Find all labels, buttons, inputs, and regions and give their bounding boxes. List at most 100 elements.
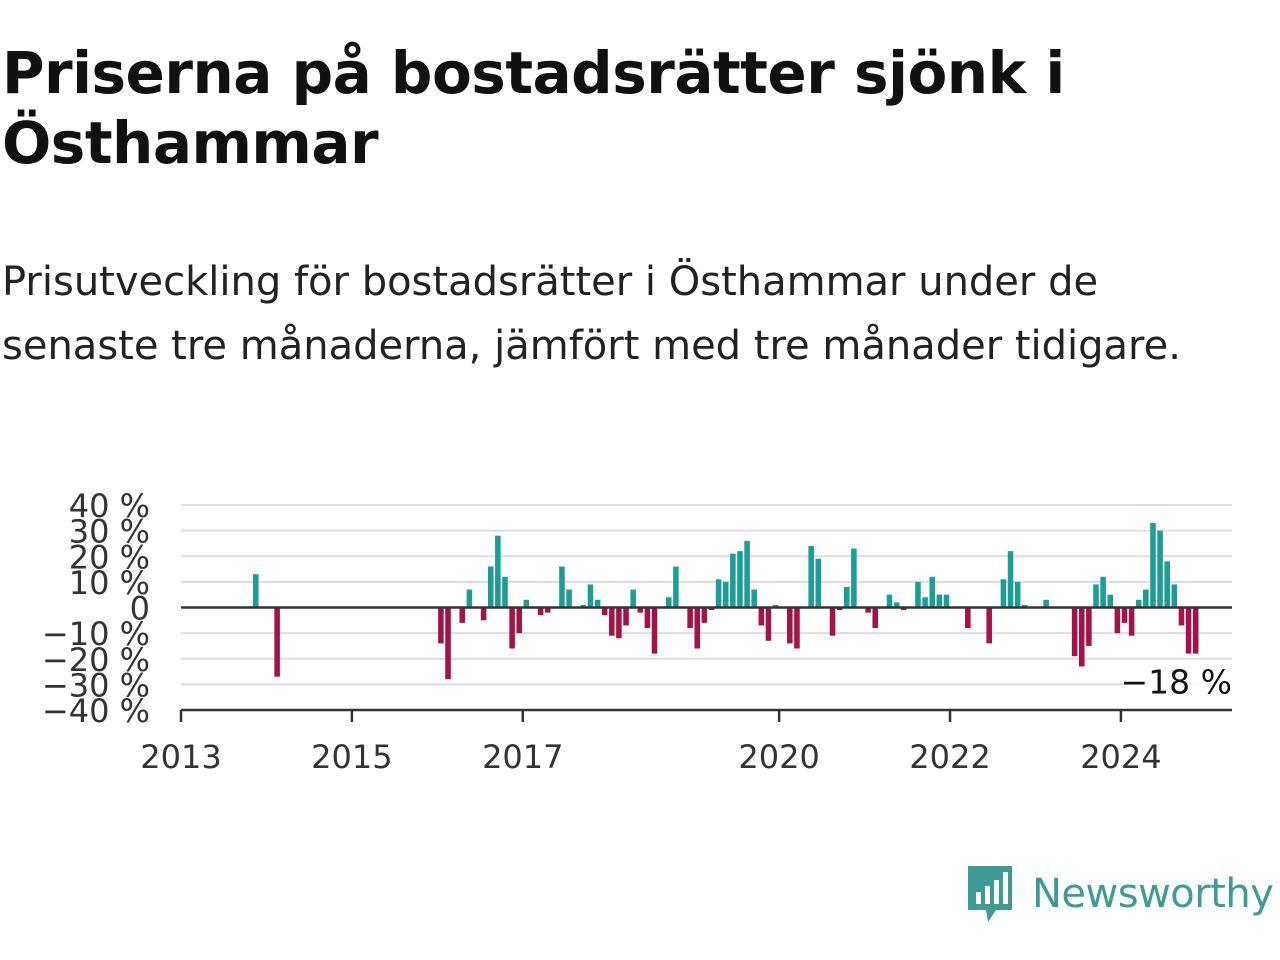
bar xyxy=(609,607,615,636)
bar xyxy=(1000,579,1007,608)
bar xyxy=(808,546,814,608)
bar xyxy=(751,589,757,608)
bar xyxy=(466,589,473,608)
y-tick-label: 0 xyxy=(130,590,150,628)
bar xyxy=(1093,584,1099,608)
bar xyxy=(1135,599,1142,608)
bar xyxy=(1121,607,1128,623)
bar xyxy=(851,548,857,608)
bar xyxy=(1022,604,1028,608)
bar xyxy=(637,607,644,613)
bar xyxy=(580,604,587,608)
x-tick-label: 2020 xyxy=(738,738,819,776)
x-tick-label: 2015 xyxy=(311,738,392,776)
bar xyxy=(544,607,551,613)
y-tick-label: 30 % xyxy=(69,513,150,551)
bar xyxy=(1086,607,1092,646)
bar xyxy=(772,604,779,608)
newsworthy-logo[interactable]: Newsworthy xyxy=(964,862,1274,926)
bar xyxy=(587,584,594,608)
bar xyxy=(1078,607,1085,667)
x-tick-label: 2017 xyxy=(482,738,563,776)
bar xyxy=(1192,607,1199,654)
bar xyxy=(438,607,444,644)
bar xyxy=(1178,607,1185,626)
x-tick-label: 2022 xyxy=(909,738,990,776)
bar-chart: 40 %30 %20 %10 %0−10 %−20 %−30 %−40 % 201… xyxy=(42,487,1234,776)
bar xyxy=(445,607,451,680)
bar xyxy=(829,607,836,636)
bar xyxy=(900,607,907,611)
bar xyxy=(252,574,259,608)
bar xyxy=(480,607,487,621)
bar xyxy=(459,607,466,623)
bar xyxy=(274,607,280,677)
bar xyxy=(1143,589,1149,608)
bar xyxy=(1150,522,1156,608)
bar xyxy=(1185,607,1192,654)
bar xyxy=(630,589,636,608)
bar xyxy=(872,607,879,628)
last-value-label: −18 % xyxy=(1121,663,1233,702)
x-tick-label: 2013 xyxy=(140,738,221,776)
bar xyxy=(495,535,501,608)
bar xyxy=(722,581,729,608)
bar xyxy=(1043,599,1049,608)
bar xyxy=(922,597,928,608)
bar xyxy=(673,566,679,608)
bar xyxy=(744,540,750,608)
bar xyxy=(701,607,708,623)
bar xyxy=(1007,551,1014,608)
bar xyxy=(758,607,765,626)
bar xyxy=(836,607,843,611)
bar xyxy=(1157,530,1163,608)
bar xyxy=(694,607,701,649)
bar xyxy=(886,594,893,608)
newsworthy-wordmark: Newsworthy xyxy=(1032,871,1274,917)
y-tick-label: −40 % xyxy=(42,692,150,730)
bar xyxy=(943,594,950,608)
chart-subtitle: Prisutveckling för bostadsrätter i Östha… xyxy=(2,259,1181,369)
bar xyxy=(929,576,935,608)
bar xyxy=(644,607,651,628)
bar xyxy=(765,607,772,641)
bar xyxy=(509,607,515,649)
bar xyxy=(1014,581,1021,608)
bar xyxy=(1114,607,1121,634)
bar xyxy=(616,607,622,639)
bar xyxy=(787,607,793,644)
bar xyxy=(687,607,693,628)
y-tick-label: 40 % xyxy=(69,487,150,525)
bar xyxy=(708,607,715,611)
bar xyxy=(516,607,523,634)
bar xyxy=(794,607,800,649)
bar xyxy=(965,607,971,628)
bar xyxy=(487,566,494,608)
bar xyxy=(1171,584,1178,608)
bar xyxy=(537,607,544,616)
y-tick-label: 10 % xyxy=(69,564,150,602)
bar xyxy=(623,607,629,626)
bar xyxy=(651,607,658,654)
bar xyxy=(566,589,572,608)
bar xyxy=(843,587,850,608)
bar xyxy=(594,599,601,608)
bar xyxy=(1107,594,1114,608)
bar xyxy=(665,597,672,608)
bar xyxy=(559,566,565,608)
bar xyxy=(737,551,743,608)
bar xyxy=(1100,576,1106,608)
y-tick-label: −10 % xyxy=(42,615,150,653)
bar xyxy=(601,607,608,616)
bar xyxy=(730,553,736,608)
y-tick-label: −30 % xyxy=(42,666,150,704)
bar xyxy=(936,594,943,608)
bar xyxy=(1071,607,1078,657)
bar xyxy=(815,558,822,608)
bar xyxy=(1128,607,1135,636)
newsworthy-logo-icon xyxy=(968,866,1012,922)
bar xyxy=(865,607,871,613)
bar xyxy=(523,599,530,608)
y-tick-label: −20 % xyxy=(42,641,150,679)
last-value-label-bg xyxy=(1126,663,1234,700)
